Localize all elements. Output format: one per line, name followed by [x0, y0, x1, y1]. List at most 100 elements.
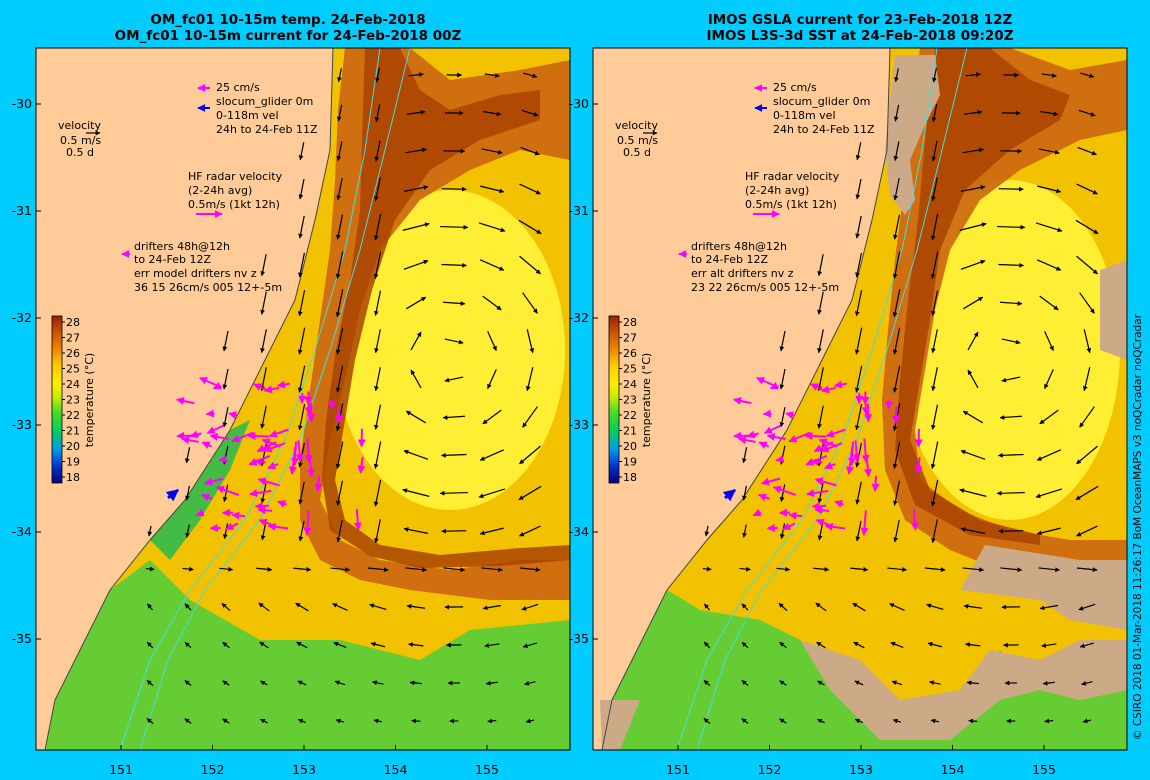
left-legend-hf-scale: 0.5m/s (1kt 12h) [188, 198, 280, 211]
drifter-track [806, 489, 829, 498]
right-legend-25cms: 25 cm/s [773, 81, 817, 94]
velocity-vector [519, 525, 541, 537]
velocity-vector [1038, 148, 1060, 155]
velocity-vector [924, 567, 946, 572]
velocity-vector [817, 405, 824, 429]
left-bathy-contour-2 [139, 47, 411, 751]
right-legend-drifters-3: err alt drifters nv z [691, 267, 794, 280]
left-legend-drifters-2: to 24-Feb 12Z [134, 253, 211, 266]
velocity-vector [373, 441, 382, 470]
velocity-vector [930, 251, 939, 280]
velocity-vector [336, 141, 343, 162]
right-legend-drifters-4: 23 22 26cm/s 005 12+-5m [691, 281, 839, 294]
velocity-vector [222, 641, 230, 649]
y-tick-label: -32 [569, 310, 589, 325]
velocity-vector [855, 520, 862, 542]
velocity-vector [184, 680, 192, 686]
velocity-vector [373, 479, 382, 507]
drifter-track [763, 424, 781, 435]
velocity-vector [855, 481, 862, 505]
velocity-vector [893, 480, 901, 506]
y-tick-label: -30 [569, 96, 589, 111]
right-green-waters [602, 590, 1127, 750]
right-cloud-mask [600, 55, 1127, 750]
velocity-vector [962, 147, 984, 154]
velocity-vector [963, 603, 983, 609]
velocity-vector [374, 367, 381, 392]
drifter-track [820, 442, 843, 453]
left-colorbar: 28 27 26 25 24 23 22 21 20 19 18 temperature (°C) [51, 315, 96, 484]
drifter-track [176, 397, 195, 405]
velocity-vector [482, 295, 502, 311]
drifter-track [353, 508, 362, 531]
velocity-vector [1041, 643, 1057, 648]
velocity-vector [330, 567, 351, 572]
velocity-vector [487, 369, 497, 390]
velocity-vector [741, 641, 749, 649]
velocity-vector [854, 365, 863, 393]
velocity-vector [147, 525, 153, 537]
velocity-vector [146, 679, 154, 687]
velocity-vector [443, 301, 466, 306]
velocity-vector [521, 109, 539, 117]
velocity-vector [336, 480, 344, 506]
velocity-vector [374, 177, 381, 202]
velocity-vector [1001, 338, 1021, 345]
velocity-vector [298, 481, 305, 505]
velocity-vector [441, 528, 467, 534]
left-title-line2: OM_fc01 10-15m current for 24-Feb-2018 0… [115, 28, 462, 44]
drifter-track [231, 511, 246, 520]
right-legend-glider-vel: 0-118m vel [773, 109, 836, 122]
drifter-track [249, 489, 272, 498]
velocity-vector [998, 186, 1024, 192]
velocity-vector [741, 603, 749, 611]
velocity-vector [931, 519, 938, 544]
drifter-track [304, 403, 313, 416]
velocity-vector [444, 376, 464, 383]
x-tick-label: 151 [666, 762, 690, 777]
velocity-vector [146, 717, 154, 725]
velocity-vector [184, 718, 192, 724]
velocity-vector [854, 718, 863, 724]
velocity-vector [963, 109, 983, 115]
left-coastline [44, 47, 334, 751]
velocity-vector [374, 104, 381, 123]
right-title-line1: IMOS GSLA current for 23-Feb-2018 12Z [708, 12, 1013, 28]
drifter-track [752, 508, 762, 517]
velocity-vector [931, 329, 938, 354]
drifter-track [228, 411, 238, 420]
velocity-vector [185, 485, 191, 501]
velocity-vector [854, 327, 863, 355]
velocity-vector [1075, 485, 1099, 501]
drifter-track [788, 511, 803, 520]
drifter-track [892, 406, 901, 424]
velocity-vector [403, 449, 429, 460]
drifter-track [871, 475, 880, 492]
velocity-vector [298, 142, 305, 161]
x-tick-label: 154 [384, 762, 408, 777]
velocity-vector [332, 603, 348, 611]
velocity-vector [297, 290, 306, 317]
velocity-vector [297, 718, 306, 724]
velocity-vector [411, 718, 421, 724]
velocity-vector [296, 641, 308, 649]
velocity-vector [518, 485, 542, 501]
left-legend-drifters-4: 36 15 26cm/s 005 12+-5m [134, 281, 282, 294]
velocity-vector [1079, 642, 1094, 649]
velocity-vector [892, 327, 901, 355]
right-legend-drifters-2: to 24-Feb 12Z [691, 253, 768, 266]
y-tick-label: -32 [12, 310, 32, 325]
velocity-vector [184, 641, 192, 649]
velocity-vector [145, 566, 155, 572]
colorbar-tick-label: 22 [623, 409, 637, 422]
velocity-vector [967, 369, 979, 389]
velocity-vector [522, 292, 538, 314]
velocity-vector [1039, 409, 1059, 425]
left-current-core-hot [322, 48, 570, 568]
velocity-vector [293, 567, 312, 572]
velocity-vector [704, 525, 710, 537]
left-map-legend: 25 cm/s slocum_glider 0m 0-118m vel 24h … [58, 81, 318, 294]
drifter-track [860, 510, 869, 536]
right-y-axis: -30 -31 -32 -33 -34 -35 [569, 96, 598, 646]
velocity-vector [968, 718, 978, 724]
